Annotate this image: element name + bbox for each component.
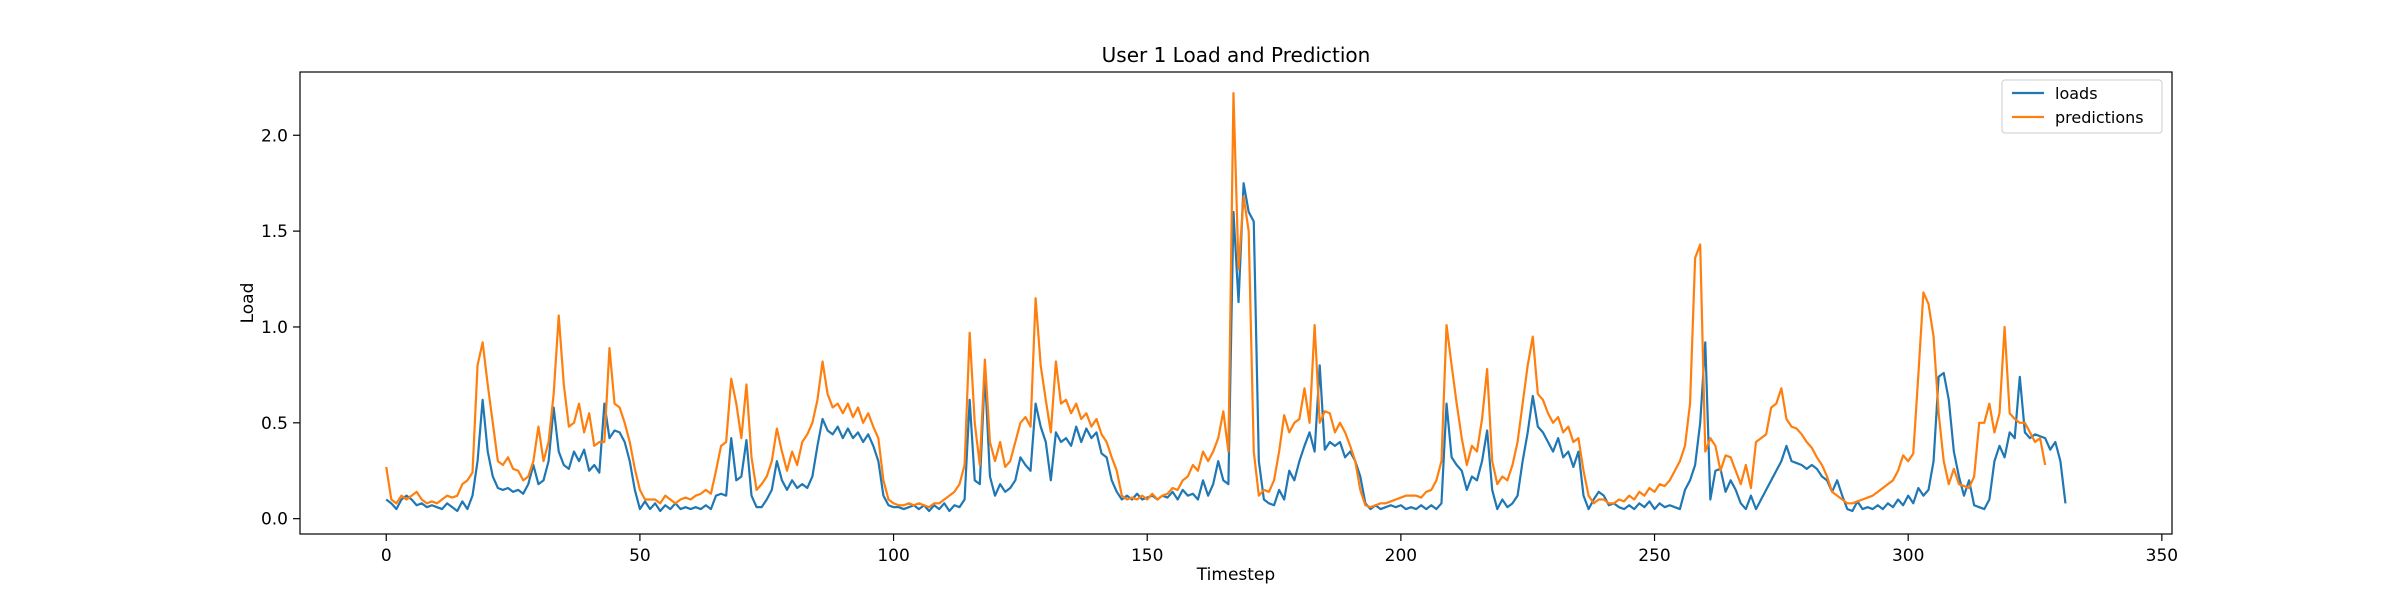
y-axis: 0.0 0.5 1.0 1.5 2.0 <box>261 126 300 530</box>
x-tick-label: 150 <box>1131 546 1163 566</box>
series-layer <box>385 91 2067 513</box>
y-axis-label: Load <box>238 283 258 324</box>
series-line-predictions <box>385 91 2047 509</box>
x-tick-label: 100 <box>877 546 909 566</box>
x-tick-label: 350 <box>2146 546 2178 566</box>
y-tick-label: 2.0 <box>261 126 288 146</box>
legend-label-predictions: predictions <box>2055 108 2144 127</box>
x-tick-label: 0 <box>381 546 392 566</box>
x-axis: 0 50 100 150 200 250 300 350 <box>381 534 2178 566</box>
x-tick-label: 50 <box>629 546 651 566</box>
series-line-loads <box>385 182 2067 513</box>
y-tick-label: 0.0 <box>261 510 288 530</box>
x-axis-label: Timestep <box>1196 565 1275 585</box>
x-tick-label: 300 <box>1892 546 1924 566</box>
legend-label-loads: loads <box>2055 84 2098 103</box>
y-tick-label: 1.5 <box>261 222 288 242</box>
x-tick-label: 250 <box>1638 546 1670 566</box>
plot-frame <box>299 71 2173 535</box>
legend: loads predictions <box>2001 79 2163 134</box>
chart-title: User 1 Load and Prediction <box>1102 43 1371 67</box>
y-tick-label: 1.0 <box>261 318 288 338</box>
x-tick-label: 200 <box>1385 546 1417 566</box>
y-tick-label: 0.5 <box>261 414 288 434</box>
